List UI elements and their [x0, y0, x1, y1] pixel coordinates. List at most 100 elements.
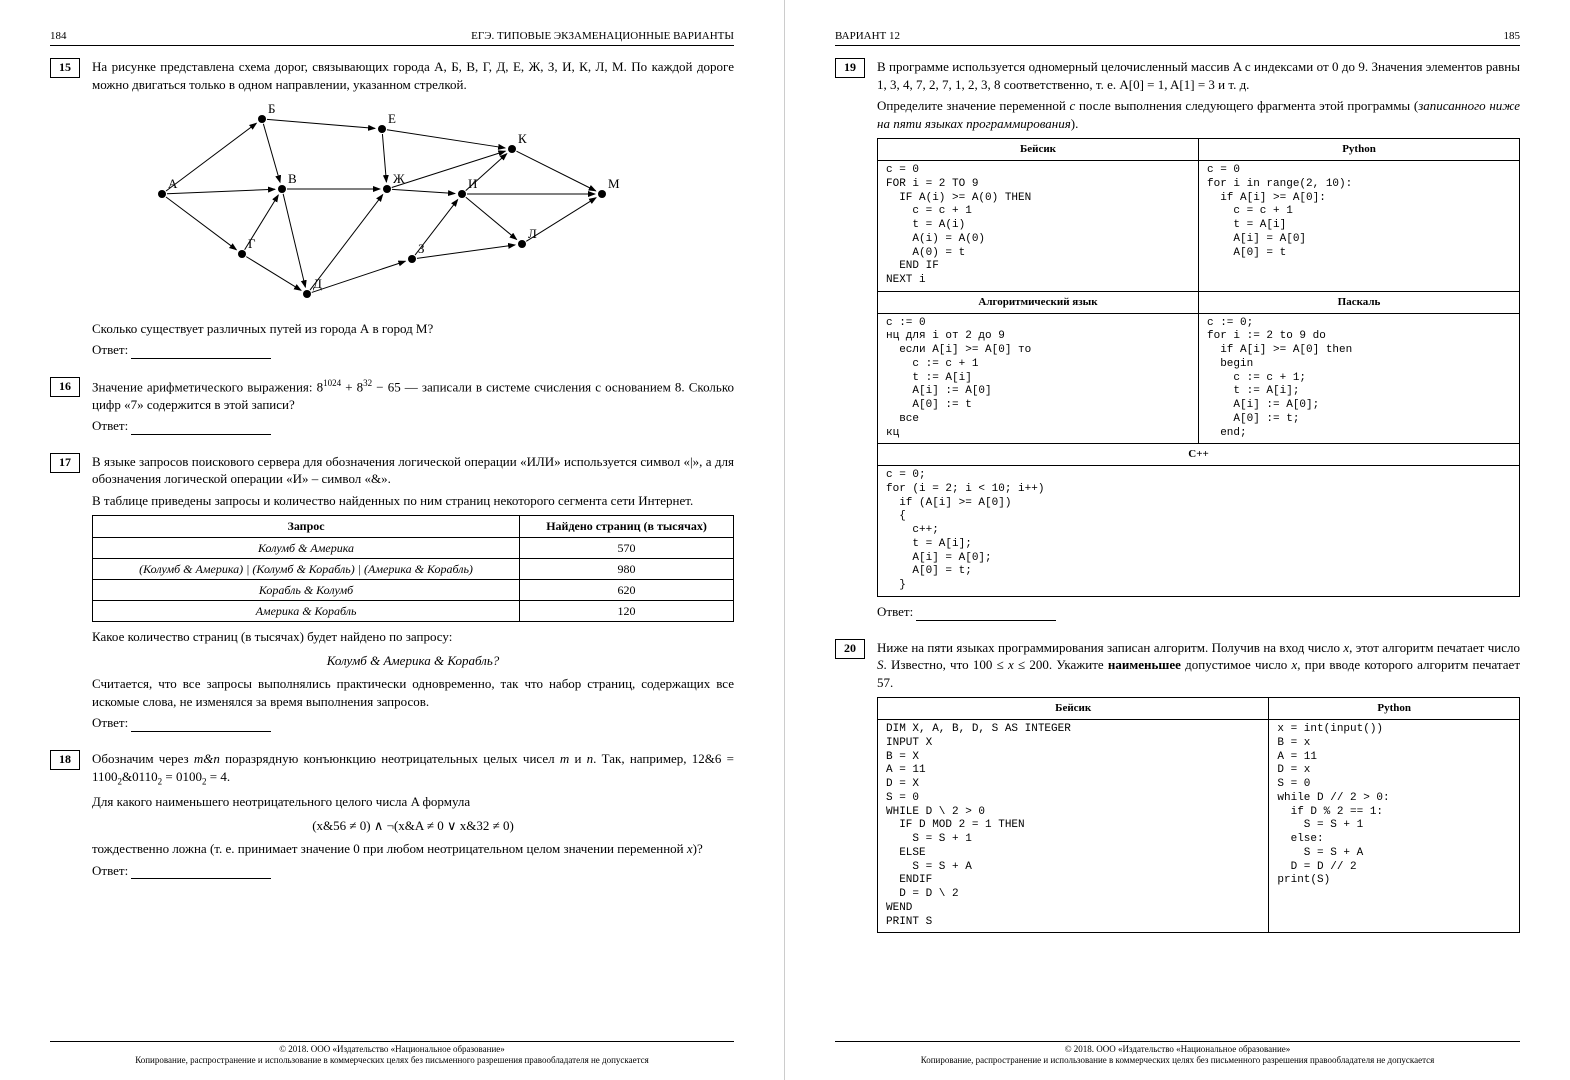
table-row: Бейсик Python: [878, 698, 1520, 720]
answer-line: [131, 346, 271, 359]
header-left: 184 ЕГЭ. ТИПОВЫЕ ЭКЗАМЕНАЦИОННЫЕ ВАРИАНТ…: [50, 30, 734, 46]
table-row: (Колумб & Америка) | (Колумб & Корабль) …: [93, 558, 734, 579]
svg-text:Ж: Ж: [393, 171, 405, 186]
query-formula: Колумб & Америка & Корабль?: [92, 652, 734, 670]
table-row: C++: [878, 444, 1520, 466]
answer-line: [131, 422, 271, 435]
text: +: [345, 379, 356, 394]
task-20: 20 Ниже на пяти языках программирования …: [835, 639, 1520, 940]
th: Найдено страниц (в тысячах): [520, 516, 734, 537]
task-17: 17 В языке запросов поискового сервера д…: [50, 453, 734, 742]
text: допустимое число: [1181, 657, 1292, 672]
header-right: ВАРИАНТ 12 185: [835, 30, 1520, 46]
text: ≤ 200. Укажите: [1014, 657, 1108, 672]
code-basic: c = 0 FOR i = 2 TO 9 IF A(i) >= A(0) THE…: [878, 161, 1199, 292]
th: Запрос: [93, 516, 520, 537]
table-row: c = 0 FOR i = 2 TO 9 IF A(i) >= A(0) THE…: [878, 161, 1520, 292]
code-table-19: Бейсик Python c = 0 FOR i = 2 TO 9 IF A(…: [877, 138, 1520, 597]
text: , этот алгоритм печатает число: [1349, 640, 1520, 655]
td: Колумб & Америка: [93, 537, 520, 558]
header-title: ВАРИАНТ 12: [835, 30, 900, 42]
answer-line: [131, 719, 271, 732]
header-title: ЕГЭ. ТИПОВЫЕ ЭКЗАМЕНАЦИОННЫЕ ВАРИАНТЫ: [471, 30, 734, 42]
text: Определите значение переменной: [877, 98, 1070, 113]
code-pascal: c := 0; for i := 2 to 9 do if A[i] >= A[…: [1199, 313, 1520, 444]
answer-row: Ответ:: [92, 341, 734, 359]
answer-row: Ответ:: [92, 862, 734, 880]
text: m&n: [194, 751, 220, 766]
text: &0110: [122, 769, 158, 784]
task-15: 15 На рисунке представлена схема дорог, …: [50, 58, 734, 369]
svg-text:Е: Е: [388, 111, 396, 126]
svg-text:К: К: [518, 131, 527, 146]
table-row: Колумб & Америка570: [93, 537, 734, 558]
text: Считается, что все запросы выполнялись п…: [92, 675, 734, 710]
td: Корабль & Колумб: [93, 579, 520, 600]
svg-text:В: В: [288, 171, 297, 186]
footer-left: © 2018. ООО «Издательство «Национальное …: [50, 1041, 734, 1066]
table-row: Корабль & Колумб620: [93, 579, 734, 600]
copyright: © 2018. ООО «Издательство «Национальное …: [835, 1044, 1520, 1055]
copyright-note: Копирование, распространение и использов…: [50, 1055, 734, 1066]
text: поразрядную конъюнкцию неотрицательных ц…: [220, 751, 560, 766]
text-bold: наименьшее: [1108, 657, 1181, 672]
th: Бейсик: [878, 698, 1269, 720]
th: Python: [1269, 698, 1520, 720]
svg-text:З: З: [418, 241, 425, 256]
task-19: 19 В программе используется одномерный ц…: [835, 58, 1520, 631]
sup: 1024: [323, 378, 341, 388]
th: Python: [1199, 139, 1520, 161]
page-number: 185: [1504, 30, 1521, 42]
task-number: 16: [50, 377, 80, 397]
table-row: DIM X, A, B, D, S AS INTEGER INPUT X B =…: [878, 720, 1520, 933]
th: Паскаль: [1199, 291, 1520, 313]
table-row: Америка & Корабль120: [93, 601, 734, 622]
table-row: Запрос Найдено страниц (в тысячах): [93, 516, 734, 537]
table-row: Бейсик Python: [878, 139, 1520, 161]
copyright-note: Копирование, распространение и использов…: [835, 1055, 1520, 1066]
task-number: 17: [50, 453, 80, 473]
task-text: На рисунке представлена схема дорог, свя…: [92, 58, 734, 93]
task-body: В языке запросов поискового сервера для …: [92, 453, 734, 742]
text: после выполнения следующего фрагмента эт…: [1075, 98, 1418, 113]
task-number: 20: [835, 639, 865, 659]
task-body: Обозначим через m&n поразрядную конъюнкц…: [92, 750, 734, 889]
table-row: Алгоритмический язык Паскаль: [878, 291, 1520, 313]
svg-text:А: А: [168, 176, 178, 191]
th: Бейсик: [878, 139, 1199, 161]
svg-text:М: М: [608, 176, 620, 191]
graph-svg: АБВГДЕЖЗИКЛМ: [132, 99, 632, 309]
task-number: 18: [50, 750, 80, 770]
td: 980: [520, 558, 734, 579]
task-16: 16 Значение арифметического выражения: 8…: [50, 377, 734, 445]
task-body: В программе используется одномерный цело…: [877, 58, 1520, 631]
text: )?: [693, 841, 703, 856]
td: 620: [520, 579, 734, 600]
text: = 4.: [207, 769, 231, 784]
text: В языке запросов поискового сервера для …: [92, 453, 734, 488]
copyright: © 2018. ООО «Издательство «Национальное …: [50, 1044, 734, 1055]
text: В программе используется одномерный цело…: [877, 58, 1520, 93]
task-18: 18 Обозначим через m&n поразрядную конъю…: [50, 750, 734, 889]
sup: 32: [363, 378, 372, 388]
answer-label: Ответ:: [92, 418, 128, 433]
text: В таблице приведены запросы и количество…: [92, 492, 734, 510]
text: . Известно, что 100 ≤: [884, 657, 1008, 672]
svg-text:И: И: [468, 176, 477, 191]
answer-label: Ответ:: [92, 342, 128, 357]
book-spread: 184 ЕГЭ. ТИПОВЫЕ ЭКЗАМЕНАЦИОННЫЕ ВАРИАНТ…: [0, 0, 1570, 1080]
answer-line: [916, 608, 1056, 621]
text: Определите значение переменной c после в…: [877, 97, 1520, 132]
text: = 0100: [162, 769, 202, 784]
footer-right: © 2018. ООО «Издательство «Национальное …: [835, 1041, 1520, 1066]
search-table: Запрос Найдено страниц (в тысячах) Колум…: [92, 515, 734, 622]
code-cpp: c = 0; for (i = 2; i < 10; i++) if (A[i]…: [878, 466, 1520, 597]
td: Америка & Корабль: [93, 601, 520, 622]
answer-label: Ответ:: [877, 604, 913, 619]
svg-text:Г: Г: [248, 236, 256, 251]
answer-label: Ответ:: [92, 715, 128, 730]
code-python: x = int(input()) B = x A = 11 D = x S = …: [1269, 720, 1520, 933]
formula: (x&56 ≠ 0) ∧ ¬(x&A ≠ 0 ∨ x&32 ≠ 0): [92, 817, 734, 835]
svg-text:Б: Б: [268, 101, 275, 116]
text: тождественно ложна (т. е. принимает знач…: [92, 841, 687, 856]
